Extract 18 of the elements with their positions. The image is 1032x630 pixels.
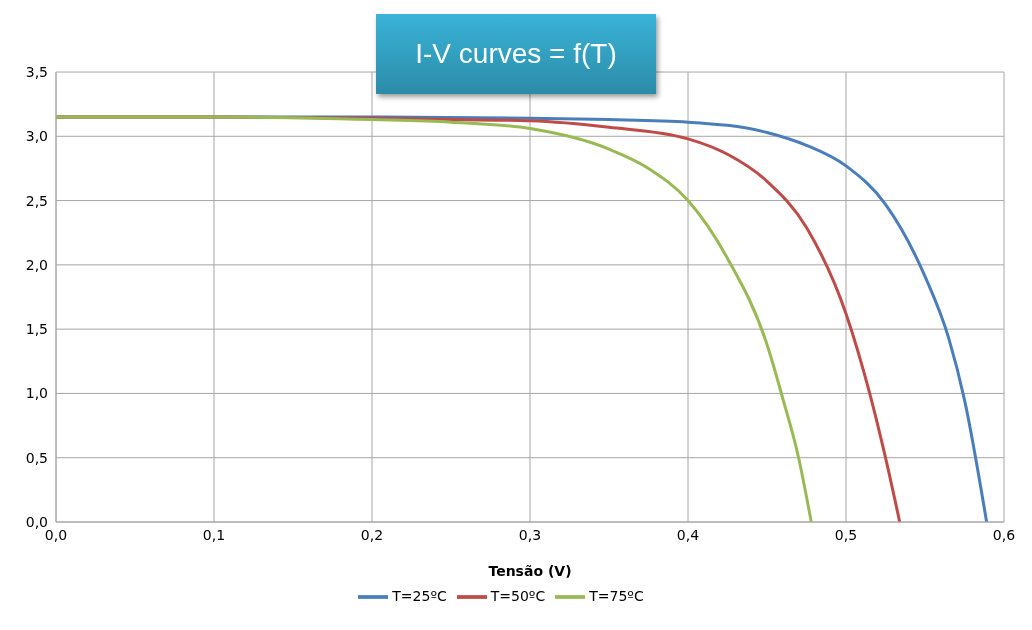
- legend-label: T=50ºC: [490, 588, 546, 604]
- y-tick-label: 1,0: [25, 385, 48, 402]
- y-tick-label: 0,5: [25, 449, 48, 466]
- y-tick-label: 3,5: [25, 63, 48, 80]
- x-tick-label: 0,3: [518, 526, 542, 543]
- x-tick-label: 0,4: [676, 526, 700, 543]
- y-tick-label: 2,5: [25, 192, 48, 209]
- x-tick-label: 0,2: [360, 526, 384, 543]
- x-tick-label: 0,5: [834, 526, 858, 543]
- x-tick-label: 0,1: [202, 526, 226, 543]
- legend-label: T=25ºC: [392, 588, 447, 604]
- y-tick-label: 2,0: [25, 256, 48, 273]
- x-axis-title: Tensão (V): [488, 563, 572, 579]
- x-tick-label: 0,6: [992, 526, 1016, 543]
- legend-label: T=75ºC: [589, 588, 644, 604]
- y-tick-label: 1,5: [25, 321, 48, 338]
- y-tick-label: 3,0: [25, 128, 48, 145]
- chart-title: I-V curves = f(T): [376, 14, 656, 94]
